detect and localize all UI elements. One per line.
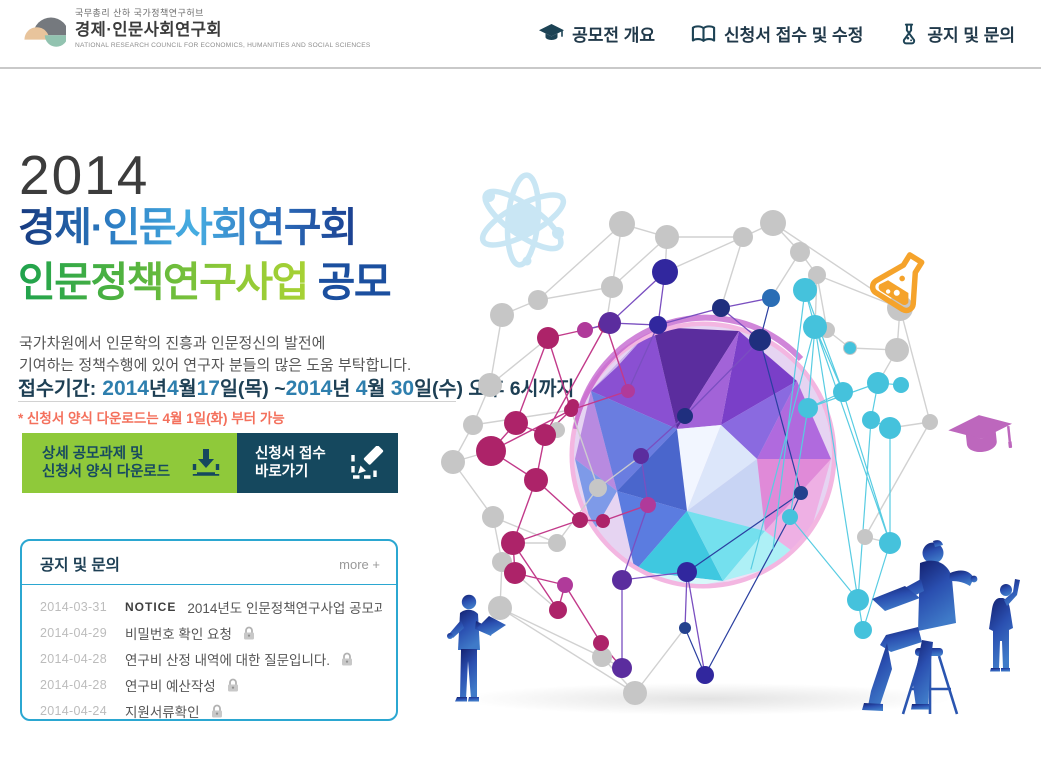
site-header: 국무총리 산하 국가정책연구허브 경제·인문사회연구회 NATIONAL RES…: [0, 0, 1041, 69]
notice-date: 2014-03-31: [40, 600, 107, 614]
logo-tagline: 국무총리 산하 국가정책연구허브: [75, 8, 204, 18]
notice-row[interactable]: 2014-04-29 비밀번호 확인 요청: [40, 620, 382, 646]
hero-year: 2014: [19, 144, 150, 206]
notice-text: 비밀번호 확인 요청: [125, 627, 232, 642]
ground-shadow: [461, 683, 951, 715]
hero-title-line2: 인문정책연구사업 공모: [18, 259, 392, 305]
nav-item-notice[interactable]: 공지 및 문의: [899, 21, 1015, 46]
org-logo-mark: [24, 17, 66, 47]
action-buttons: 상세 공모과제 및 신청서 양식 다운로드 신청서 접수 바로가기: [22, 433, 398, 493]
network-illustration: [441, 172, 1020, 715]
apply-pencil-icon: [351, 445, 384, 479]
hero-title-line1: 경제·인문사회연구회: [18, 204, 358, 250]
nav-item-label: 신청서 접수 및 수정: [724, 26, 864, 45]
notice-row[interactable]: 2014-04-28 연구비 산정 내역에 대한 질문입니다.: [40, 646, 382, 672]
notice-header: 공지 및 문의 more +: [22, 541, 396, 585]
nav-item-overview[interactable]: 공모전 개요: [539, 21, 655, 46]
apply-now-button[interactable]: 신청서 접수 바로가기: [237, 433, 398, 493]
lock-icon: [211, 704, 222, 718]
notice-date: 2014-04-28: [40, 652, 107, 666]
notice-row[interactable]: 2014-03-31 NOTICE 2014년도 인문정책연구사업 공모과제 제…: [40, 594, 382, 620]
network-sphere: [569, 314, 837, 589]
download-forms-label: 상세 공모과제 및 신청서 양식 다운로드: [42, 446, 171, 480]
logo-org-name-en: NATIONAL RESEARCH COUNCIL FOR ECONOMICS,…: [75, 41, 371, 49]
open-book-icon: [691, 24, 716, 42]
download-forms-button[interactable]: 상세 공모과제 및 신청서 양식 다운로드: [22, 433, 237, 493]
notice-more-link[interactable]: more +: [339, 556, 380, 572]
flask-icon: [903, 23, 916, 44]
atom-icon: [479, 172, 567, 268]
hero-description-line2: 기여하는 정책수행에 있어 연구자 분들의 많은 도움 부탁합니다.: [19, 357, 412, 374]
hero-title-line2-suffix: 공모: [317, 259, 392, 305]
divider: [18, 401, 456, 402]
notice-list: 2014-03-31 NOTICE 2014년도 인문정책연구사업 공모과제 제…: [22, 585, 396, 724]
graduation-cap-icon: [539, 24, 565, 40]
person-standing-left: [447, 594, 506, 702]
notice-text: 2014년도 인문정책연구사업 공모과제 제안요청: [187, 601, 382, 616]
top-nav: 공모전 개요 신청서 접수 및 수정 공지 및 문의: [539, 0, 1015, 67]
apply-now-label: 신청서 접수 바로가기: [255, 446, 326, 480]
flask-beaker-icon: [869, 252, 925, 314]
download-icon: [192, 449, 220, 476]
nav-item-label: 공모전 개요: [572, 26, 656, 45]
hero-description: 국가차원에서 인문학의 진흥과 인문정신의 발전에 기여하는 정책수행에 있어 …: [19, 333, 411, 377]
graduation-cap-illu-icon: [948, 415, 1013, 453]
notice-date: 2014-04-29: [40, 626, 107, 640]
logo-org-name: 경제·인문사회연구회: [75, 21, 223, 40]
lock-icon: [342, 652, 353, 666]
notice-row[interactable]: 2014-04-28 연구비 예산작성: [40, 672, 382, 698]
notice-date: 2014-04-24: [40, 704, 107, 718]
nav-item-application[interactable]: 신청서 접수 및 수정: [691, 21, 863, 46]
person-standing-right: [989, 579, 1020, 672]
lock-icon: [227, 678, 238, 692]
download-availability-note: * 신청서 양식 다운로드는 4월 1일(화) 부터 가능: [18, 411, 285, 426]
submission-period: 접수기간:2014년4월17일(목) ~2014년 4월 30일(수) 오후 6…: [18, 377, 575, 400]
lock-icon: [243, 626, 254, 640]
person-sitting-stool: [862, 540, 978, 715]
notice-date: 2014-04-28: [40, 678, 107, 692]
notice-badge: NOTICE: [125, 600, 177, 614]
hero-title-line2-main: 인문정책연구사업: [18, 259, 318, 305]
nav-item-label: 공지 및 문의: [927, 26, 1015, 45]
notice-row[interactable]: 2014-04-24 지원서류확인: [40, 698, 382, 724]
notice-text: 연구비 산정 내역에 대한 질문입니다.: [125, 653, 331, 668]
people-silhouettes: [447, 540, 1020, 715]
notice-text: 연구비 예산작성: [125, 679, 216, 694]
notice-box: 공지 및 문의 more + 2014-03-31 NOTICE 2014년도 …: [20, 539, 398, 721]
notice-title: 공지 및 문의: [40, 557, 120, 574]
notice-text: 지원서류확인: [125, 705, 200, 720]
org-logo[interactable]: 국무총리 산하 국가정책연구허브 경제·인문사회연구회 NATIONAL RES…: [20, 8, 370, 50]
hero-description-line1: 국가차원에서 인문학의 진흥과 인문정신의 발전에: [19, 335, 326, 352]
